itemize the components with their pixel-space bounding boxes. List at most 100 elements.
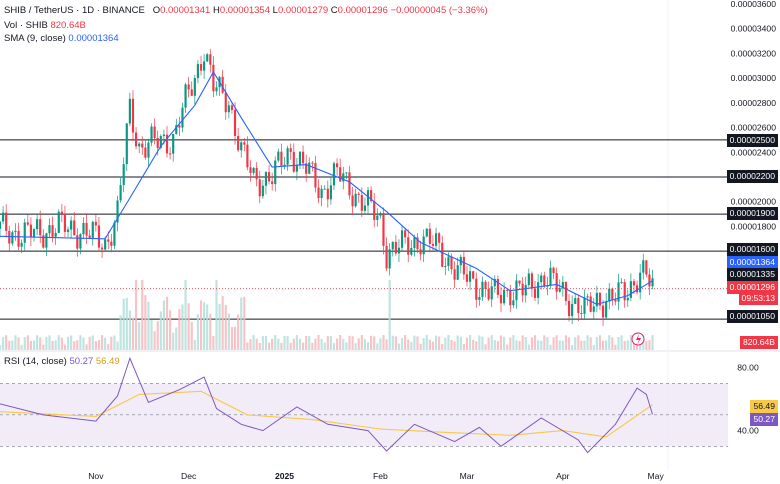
volume-bar bbox=[57, 335, 60, 350]
volume-bar bbox=[552, 337, 555, 350]
volume-bar bbox=[373, 336, 376, 350]
volume-bar bbox=[543, 335, 546, 350]
volume-bar bbox=[51, 341, 54, 350]
volume-bar bbox=[518, 341, 521, 350]
time-tick-label: Dec bbox=[181, 471, 197, 481]
candle-body bbox=[113, 222, 116, 246]
candle-body bbox=[376, 215, 379, 220]
volume-bar bbox=[212, 336, 215, 350]
candle-body bbox=[326, 188, 329, 200]
volume-bar bbox=[388, 280, 391, 350]
candle-body bbox=[527, 273, 530, 286]
high-value: 0.00001354 bbox=[219, 5, 271, 16]
candle-body bbox=[94, 221, 97, 226]
candle-body bbox=[493, 278, 496, 287]
sma-legend[interactable]: SMA (9, close) 0.00001364 bbox=[4, 33, 119, 45]
volume-bar bbox=[60, 337, 63, 350]
volume-bar bbox=[29, 340, 33, 350]
volume-bar bbox=[336, 338, 339, 350]
volume-bar bbox=[441, 343, 444, 350]
candle-body bbox=[2, 212, 5, 222]
candle-body bbox=[172, 133, 175, 154]
candle-body bbox=[162, 134, 165, 137]
volume-bar bbox=[66, 336, 70, 350]
volume-bar bbox=[382, 335, 385, 350]
volume-bar bbox=[422, 337, 425, 350]
volume-bar bbox=[286, 335, 289, 350]
candle-body bbox=[431, 243, 435, 246]
candle-body bbox=[456, 265, 459, 280]
volume-legend[interactable]: Vol · SHIB 820.64B bbox=[4, 20, 86, 32]
volume-bar bbox=[462, 344, 465, 350]
candle-body bbox=[60, 211, 63, 214]
volume-bar bbox=[26, 335, 29, 350]
candle-body bbox=[295, 164, 298, 172]
candle-body bbox=[428, 228, 431, 244]
candle-body bbox=[438, 233, 441, 243]
price-tick-label: 0.00002600 bbox=[731, 123, 777, 133]
volume-bar bbox=[475, 341, 478, 350]
candle-body bbox=[85, 222, 88, 236]
volume-bar bbox=[620, 335, 623, 350]
candle-body bbox=[434, 233, 438, 246]
volume-bar bbox=[496, 341, 499, 350]
candle-body bbox=[394, 241, 397, 254]
volume-bar bbox=[459, 336, 462, 350]
volume-bar bbox=[317, 335, 320, 350]
volume-bar bbox=[589, 337, 592, 350]
open-value: 0.00001341 bbox=[160, 5, 211, 16]
volume-bar bbox=[360, 335, 363, 350]
last-price-tag: 0.00001296 bbox=[726, 281, 778, 294]
candle-body bbox=[524, 285, 527, 296]
volume-bar bbox=[0, 345, 2, 350]
volume-bar bbox=[190, 322, 193, 350]
volume-bar bbox=[524, 336, 527, 350]
price-tick-label: 0.00003200 bbox=[731, 48, 777, 58]
candle-body bbox=[100, 247, 104, 250]
candle-body bbox=[388, 249, 391, 269]
candle-body bbox=[42, 235, 45, 248]
lightning-bolt-icon bbox=[636, 334, 641, 345]
volume-bar bbox=[73, 341, 76, 350]
volume-bar bbox=[305, 335, 308, 350]
candle-body bbox=[147, 142, 150, 158]
volume-bar bbox=[564, 335, 568, 350]
volume-bar bbox=[592, 344, 595, 350]
candle-body bbox=[608, 288, 611, 302]
candle-body bbox=[169, 153, 172, 155]
volume-bar bbox=[131, 317, 135, 350]
candle-body bbox=[243, 142, 246, 145]
rsi-legend[interactable]: RSI (14, close) 50.27 56.49 bbox=[4, 356, 120, 368]
symbol-title[interactable]: SHIB / TetherUS · 1D · BINANCE bbox=[4, 5, 145, 16]
candle-body bbox=[224, 92, 227, 113]
volume-bar bbox=[11, 340, 14, 350]
volume-bar bbox=[332, 343, 336, 350]
candle-body bbox=[212, 64, 215, 92]
volume-bar bbox=[546, 337, 549, 350]
volume-bar bbox=[91, 335, 94, 350]
candle-body bbox=[125, 123, 128, 165]
candle-body bbox=[277, 151, 280, 161]
candle-body bbox=[379, 213, 382, 216]
candle-body bbox=[651, 278, 654, 287]
candle-body bbox=[571, 303, 574, 317]
volume-bar bbox=[39, 337, 42, 350]
candle-body bbox=[221, 76, 224, 93]
volume-bar bbox=[490, 335, 493, 350]
candle-body bbox=[280, 151, 283, 166]
change-value: −0.00000045 (−3.36%) bbox=[390, 5, 488, 16]
candle-body bbox=[159, 136, 162, 148]
volume-bar bbox=[651, 335, 654, 350]
volume-bar bbox=[413, 335, 416, 350]
volume-bar bbox=[252, 335, 255, 350]
volume-bar bbox=[128, 310, 131, 350]
candle-body bbox=[323, 188, 326, 190]
ohlc-legend: SHIB / TetherUS · 1D · BINANCE O0.000013… bbox=[4, 5, 488, 17]
candle-body bbox=[193, 78, 196, 96]
time-tick-label: 2025 bbox=[275, 471, 294, 481]
candle-body bbox=[156, 138, 159, 148]
volume-bar bbox=[583, 340, 586, 350]
volume-bar bbox=[206, 304, 209, 350]
volume-bar bbox=[366, 342, 370, 350]
